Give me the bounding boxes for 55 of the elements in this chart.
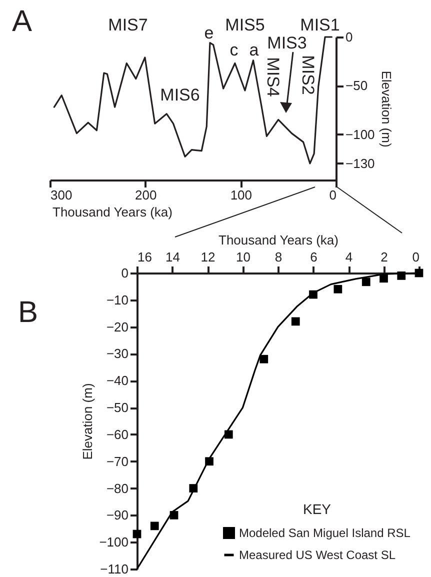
y-tick-label: −100: [346, 126, 375, 142]
legend-label: Measured US West Coast SL: [239, 548, 396, 562]
y-tick-label: −50: [106, 400, 128, 416]
y-tick-label: −110: [100, 562, 128, 576]
x-axis-title: Thousand Years (ka): [218, 232, 338, 248]
y-tick-label: 0: [121, 266, 128, 280]
x-tick-label: 12: [200, 250, 216, 264]
y-tick-label: −60: [106, 426, 128, 442]
x-tick-label: 0: [412, 250, 420, 264]
annotation: c: [230, 40, 238, 60]
y-tick-label: −90: [106, 508, 128, 523]
y-tick-label: −30: [106, 346, 128, 362]
point: [362, 278, 370, 286]
y-tick-label: −20: [106, 319, 128, 334]
text: MIS5: [225, 16, 265, 34]
x-tick-label: 0: [329, 188, 336, 202]
x-tick-label: 100: [230, 188, 252, 202]
y-tick-label: −100: [99, 534, 128, 550]
annotation: a: [249, 40, 259, 60]
point: [334, 284, 342, 294]
annotation: e: [204, 24, 214, 42]
x-tick-label: 14: [166, 250, 180, 264]
x-tick-label: 10: [236, 250, 250, 264]
text: B: [18, 296, 38, 329]
annotation: MIS6: [160, 86, 200, 104]
y-tick-label: −130: [346, 156, 375, 171]
annotation: MIS4: [264, 57, 282, 97]
x-tick-label: 6: [310, 250, 318, 264]
y-tick-label: −70: [106, 454, 128, 469]
x-tick-label: 4: [345, 250, 353, 264]
point: [150, 522, 159, 530]
text: MIS7: [108, 16, 148, 34]
x-tick-label: 2: [380, 250, 388, 264]
point: [260, 354, 268, 364]
point: [291, 317, 300, 326]
y-tick-label: −80: [106, 480, 128, 496]
y-tick-label: −10: [106, 292, 128, 308]
legend-title: KEY: [302, 501, 332, 517]
y-axis-title: Elevation (m): [80, 383, 96, 460]
x-tick-label: 300: [50, 188, 72, 202]
x-tick-label: 200: [134, 188, 157, 202]
point: [132, 530, 142, 538]
text: A: [12, 5, 32, 38]
y-tick-label: −50: [346, 78, 368, 94]
annotation: MIS2: [298, 55, 318, 95]
y-tick-label: 0: [346, 30, 353, 44]
annotation: MIS3: [267, 34, 307, 52]
y-axis-title: Elevation (m): [378, 70, 394, 148]
x-axis-title: Thousand Years (ka): [52, 204, 172, 220]
x-tick-label: 16: [138, 250, 152, 264]
text: MIS1: [300, 16, 340, 34]
point: [380, 274, 388, 283]
y-tick-label: −40: [106, 373, 128, 388]
legend-label: Modeled San Miguel Island RSL: [239, 526, 411, 540]
x-tick-label: 8: [274, 250, 282, 264]
